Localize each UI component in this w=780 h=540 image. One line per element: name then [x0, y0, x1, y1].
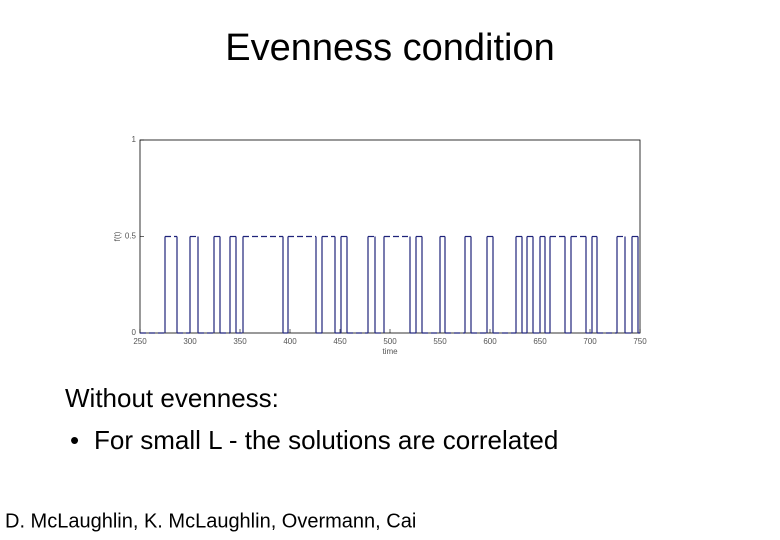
y-tick-label: 1	[132, 135, 137, 144]
x-tick-label: 550	[433, 337, 447, 346]
slide-title: Evenness condition	[225, 27, 555, 69]
y-axis-label: f(t)	[113, 231, 122, 241]
x-tick-label: 250	[133, 337, 147, 346]
x-tick-label: 500	[383, 337, 397, 346]
y-tick-label: 0	[132, 328, 137, 337]
x-tick-label: 650	[533, 337, 547, 346]
x-tick-label: 350	[233, 337, 247, 346]
x-tick-label: 450	[333, 337, 347, 346]
x-tick-label: 600	[483, 337, 497, 346]
x-axis-label: time	[382, 347, 398, 356]
bullet-glyph: •	[70, 425, 79, 455]
body-text: Without evenness:	[65, 383, 279, 413]
x-tick-label: 300	[183, 337, 197, 346]
x-tick-label: 400	[283, 337, 297, 346]
bullet-text: For small L - the solutions are correlat…	[94, 425, 558, 455]
y-tick-label: 0.5	[125, 232, 137, 241]
footer: D. McLaughlin, K. McLaughlin, Overmann, …	[5, 510, 416, 532]
x-tick-label: 750	[633, 337, 647, 346]
x-tick-label: 700	[583, 337, 597, 346]
